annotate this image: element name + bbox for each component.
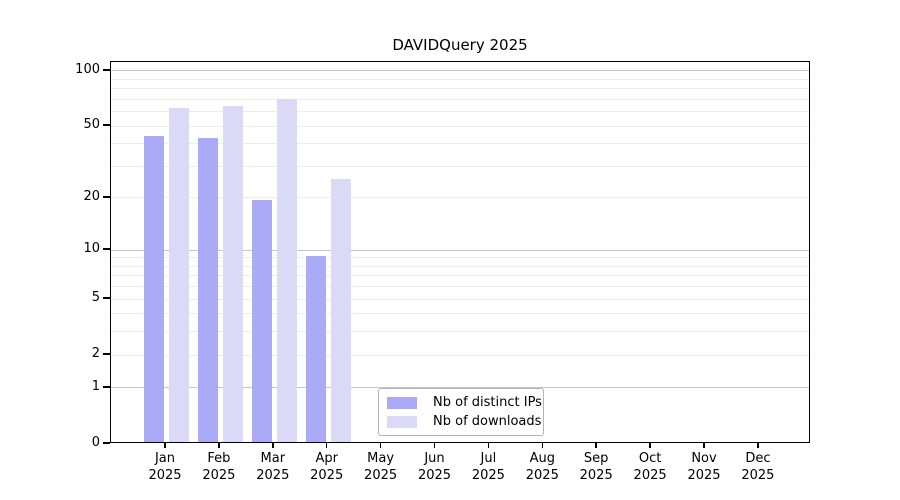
minor-gridline (111, 265, 809, 267)
major-gridline (111, 249, 809, 251)
y-tick-mark (103, 386, 110, 388)
x-tick-mark (272, 443, 274, 448)
bar-distinct-ips (144, 136, 164, 442)
x-tick-label: Jan 2025 (148, 451, 182, 483)
minor-gridline (111, 125, 809, 127)
x-tick-label: May 2025 (364, 451, 398, 483)
y-tick-label: 5 (91, 290, 100, 306)
minor-gridline (111, 98, 809, 100)
x-tick-mark (325, 443, 328, 448)
bar-distinct-ips (197, 138, 218, 442)
x-tick-label: Dec 2025 (741, 451, 775, 483)
major-gridline (111, 70, 809, 72)
minor-gridline (111, 298, 809, 300)
y-tick-mark (103, 69, 110, 71)
legend-item-downloads: Nb of downloads (387, 414, 543, 429)
x-tick-mark (379, 443, 382, 448)
minor-gridline (111, 275, 809, 277)
x-tick-mark (757, 443, 759, 448)
legend: Nb of distinct IPs Nb of downloads (378, 388, 544, 436)
y-tick-label: 0 (91, 435, 100, 450)
y-tick-mark (103, 248, 110, 250)
x-tick-mark (541, 443, 544, 448)
legend-item-distinct-ips: Nb of distinct IPs (387, 395, 543, 410)
y-tick-mark (103, 297, 110, 299)
y-tick-mark (103, 353, 110, 355)
y-tick-label: 2 (91, 346, 100, 362)
x-tick-label: Sep 2025 (579, 451, 613, 483)
x-tick-label: Apr 2025 (310, 451, 344, 483)
y-tick-mark (103, 124, 110, 126)
x-tick-label: Jul 2025 (471, 451, 505, 483)
legend-swatch-distinct-ips (387, 396, 417, 409)
x-tick-label: Mar 2025 (256, 451, 290, 483)
x-tick-mark (164, 443, 166, 448)
bar-downloads (276, 98, 297, 442)
x-tick-label: Aug 2025 (525, 451, 559, 483)
bar-downloads (330, 178, 351, 442)
minor-gridline (111, 165, 809, 167)
major-gridline (111, 387, 809, 389)
legend-label: Nb of downloads (433, 414, 542, 429)
minor-gridline (111, 313, 809, 315)
legend-label: Nb of distinct IPs (433, 395, 542, 410)
minor-gridline (111, 111, 809, 113)
chart-title: DAVIDQuery 2025 (392, 36, 528, 54)
x-tick-label: Nov 2025 (687, 451, 721, 483)
minor-gridline (111, 78, 809, 80)
minor-gridline (111, 197, 809, 199)
x-tick-label: Oct 2025 (633, 451, 667, 483)
bar-distinct-ips (305, 255, 326, 442)
y-tick-mark (103, 442, 110, 444)
minor-gridline (111, 286, 809, 288)
y-tick-label: 100 (75, 61, 100, 77)
x-tick-mark (218, 443, 220, 448)
y-tick-label: 20 (83, 188, 100, 204)
y-tick-mark (103, 196, 110, 198)
minor-gridline (111, 143, 809, 145)
x-tick-label: Jun 2025 (417, 451, 452, 483)
x-tick-mark (703, 443, 705, 448)
x-tick-mark (595, 443, 597, 448)
minor-gridline (111, 88, 809, 90)
x-tick-mark (433, 443, 436, 448)
x-tick-mark (487, 443, 490, 448)
minor-gridline (111, 331, 809, 333)
y-tick-label: 1 (91, 378, 100, 394)
y-tick-label: 10 (83, 241, 100, 257)
x-tick-label: Feb 2025 (202, 451, 236, 483)
bar-downloads (169, 108, 189, 442)
y-tick-label: 50 (83, 117, 100, 133)
x-tick-mark (649, 443, 651, 448)
bar-downloads (222, 105, 243, 442)
minor-gridline (111, 354, 809, 356)
minor-gridline (111, 257, 809, 259)
bar-distinct-ips (251, 199, 272, 442)
plot-area (110, 61, 810, 443)
legend-swatch-downloads (387, 415, 417, 428)
